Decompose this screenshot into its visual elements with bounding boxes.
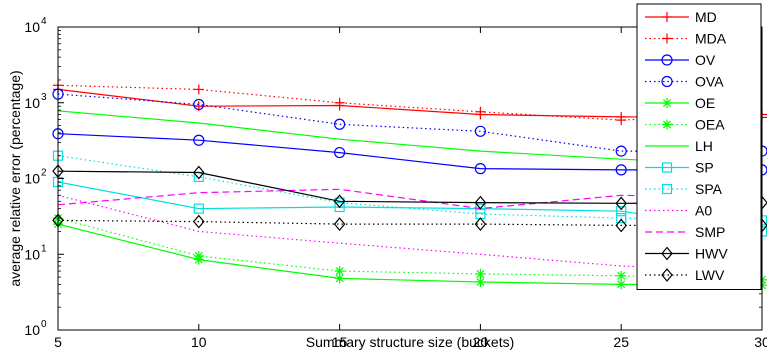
y-tick-exponent-3: 3 [41,92,47,103]
data-point-oea-1 [193,250,204,261]
legend-item-lh: LH [645,138,713,154]
legend: MD MDA OV OVA OE OEA LH SP SPA A0 SMP HWV LWV [636,3,762,290]
data-point-lwv-4 [615,218,627,233]
legend-marker-lwv [661,268,673,282]
legend-item-hwv: HWV [645,246,728,262]
legend-label-lh: LH [695,138,713,154]
legend-item-smp: SMP [645,224,725,240]
data-point-sp-4 [616,206,627,217]
x-axis-title: Summary structure size (buckets) [306,334,515,350]
data-point-spa-4 [616,213,627,224]
data-point-lwv-1 [193,214,205,229]
legend-marker-mda [662,33,672,44]
y-tick-label-0: 10 [24,322,40,338]
y-tick-exponent-2: 2 [41,168,47,179]
data-point-lwv-3 [474,217,487,232]
legend-item-oea: OEA [645,117,725,133]
legend-label-spa: SPA [695,181,723,197]
data-point-oea-2 [334,266,345,277]
series-line-spa [58,155,762,221]
legend-label-lwv: LWV [695,267,725,283]
data-point-hwv-3 [474,195,487,210]
legend-marker-md [662,12,672,22]
legend-item-spa: SPA [645,181,723,197]
legend-marker-oea [662,119,672,130]
data-point-sp-3 [475,203,486,214]
y-tick-exponent-1: 1 [41,243,47,254]
data-point-oe-4 [616,279,627,290]
y-tick-label-3: 10 [24,95,40,111]
data-point-mda-2 [334,97,345,108]
legend-item-ov: OV [645,52,716,68]
legend-marker-ov [661,54,673,66]
x-tick-label-20: 20 [473,334,489,350]
legend-item-a0: A0 [645,203,712,219]
data-point-ova-1 [193,98,205,111]
legend-label-oe: OE [695,95,715,111]
legend-label-hwv: HWV [695,246,728,262]
y-axis-title: average relative error (percentage) [7,70,23,286]
y-tick-exponent-0: 0 [41,319,47,330]
y-tick-label-2: 10 [24,171,40,187]
legend-box [636,3,762,290]
legend-item-sp: SP [645,160,714,176]
legend-item-mda: MDA [645,31,727,47]
data-point-hwv-2 [333,194,346,209]
legend-label-md: MD [695,9,717,25]
data-point-ov-1 [193,134,205,146]
y-tick-label-4: 10 [24,19,40,35]
legend-item-lwv: LWV [645,267,725,283]
legend-marker-hwv [661,246,673,261]
x-tick-label-10: 10 [191,334,207,350]
legend-marker-oe [662,98,672,108]
legend-label-mda: MDA [695,31,727,47]
y-tick-exponent-4: 4 [41,16,47,27]
data-point-mda-3 [475,106,486,117]
legend-label-a0: A0 [695,203,712,219]
legend-label-ova: OVA [695,74,724,90]
data-point-ova-3 [474,125,486,137]
legend-marker-sp [661,162,673,173]
data-point-oea-4 [616,270,627,281]
legend-item-ova: OVA [645,74,724,90]
data-point-ov-3 [474,163,486,175]
data-point-ova-2 [334,118,346,130]
y-tick-label-1: 10 [24,246,40,262]
data-point-sp-1 [193,203,204,214]
x-tick-label-25: 25 [613,334,629,350]
series-line-lwv [58,219,762,226]
data-point-ova-4 [615,145,627,157]
x-tick-label-5: 5 [54,334,62,350]
legend-item-md: MD [645,9,717,25]
legend-label-oea: OEA [695,117,725,133]
legend-label-ov: OV [695,52,716,68]
x-tick-label-30: 30 [754,334,767,350]
legend-label-sp: SP [695,160,714,176]
data-point-oea-3 [475,268,486,279]
series-line-mda [58,84,762,121]
data-point-hwv-4 [615,196,627,211]
legend-marker-ova [661,75,673,88]
data-point-mda-1 [193,84,204,95]
legend-label-smp: SMP [695,224,725,240]
legend-item-oe: OE [645,95,715,111]
data-point-lwv-2 [333,217,346,232]
data-point-ov-4 [615,164,627,176]
legend-marker-spa [661,183,673,195]
data-point-hwv-1 [193,165,205,180]
data-point-ov-2 [334,146,346,159]
x-tick-label-15: 15 [332,334,348,350]
data-point-mda-4 [616,115,627,126]
